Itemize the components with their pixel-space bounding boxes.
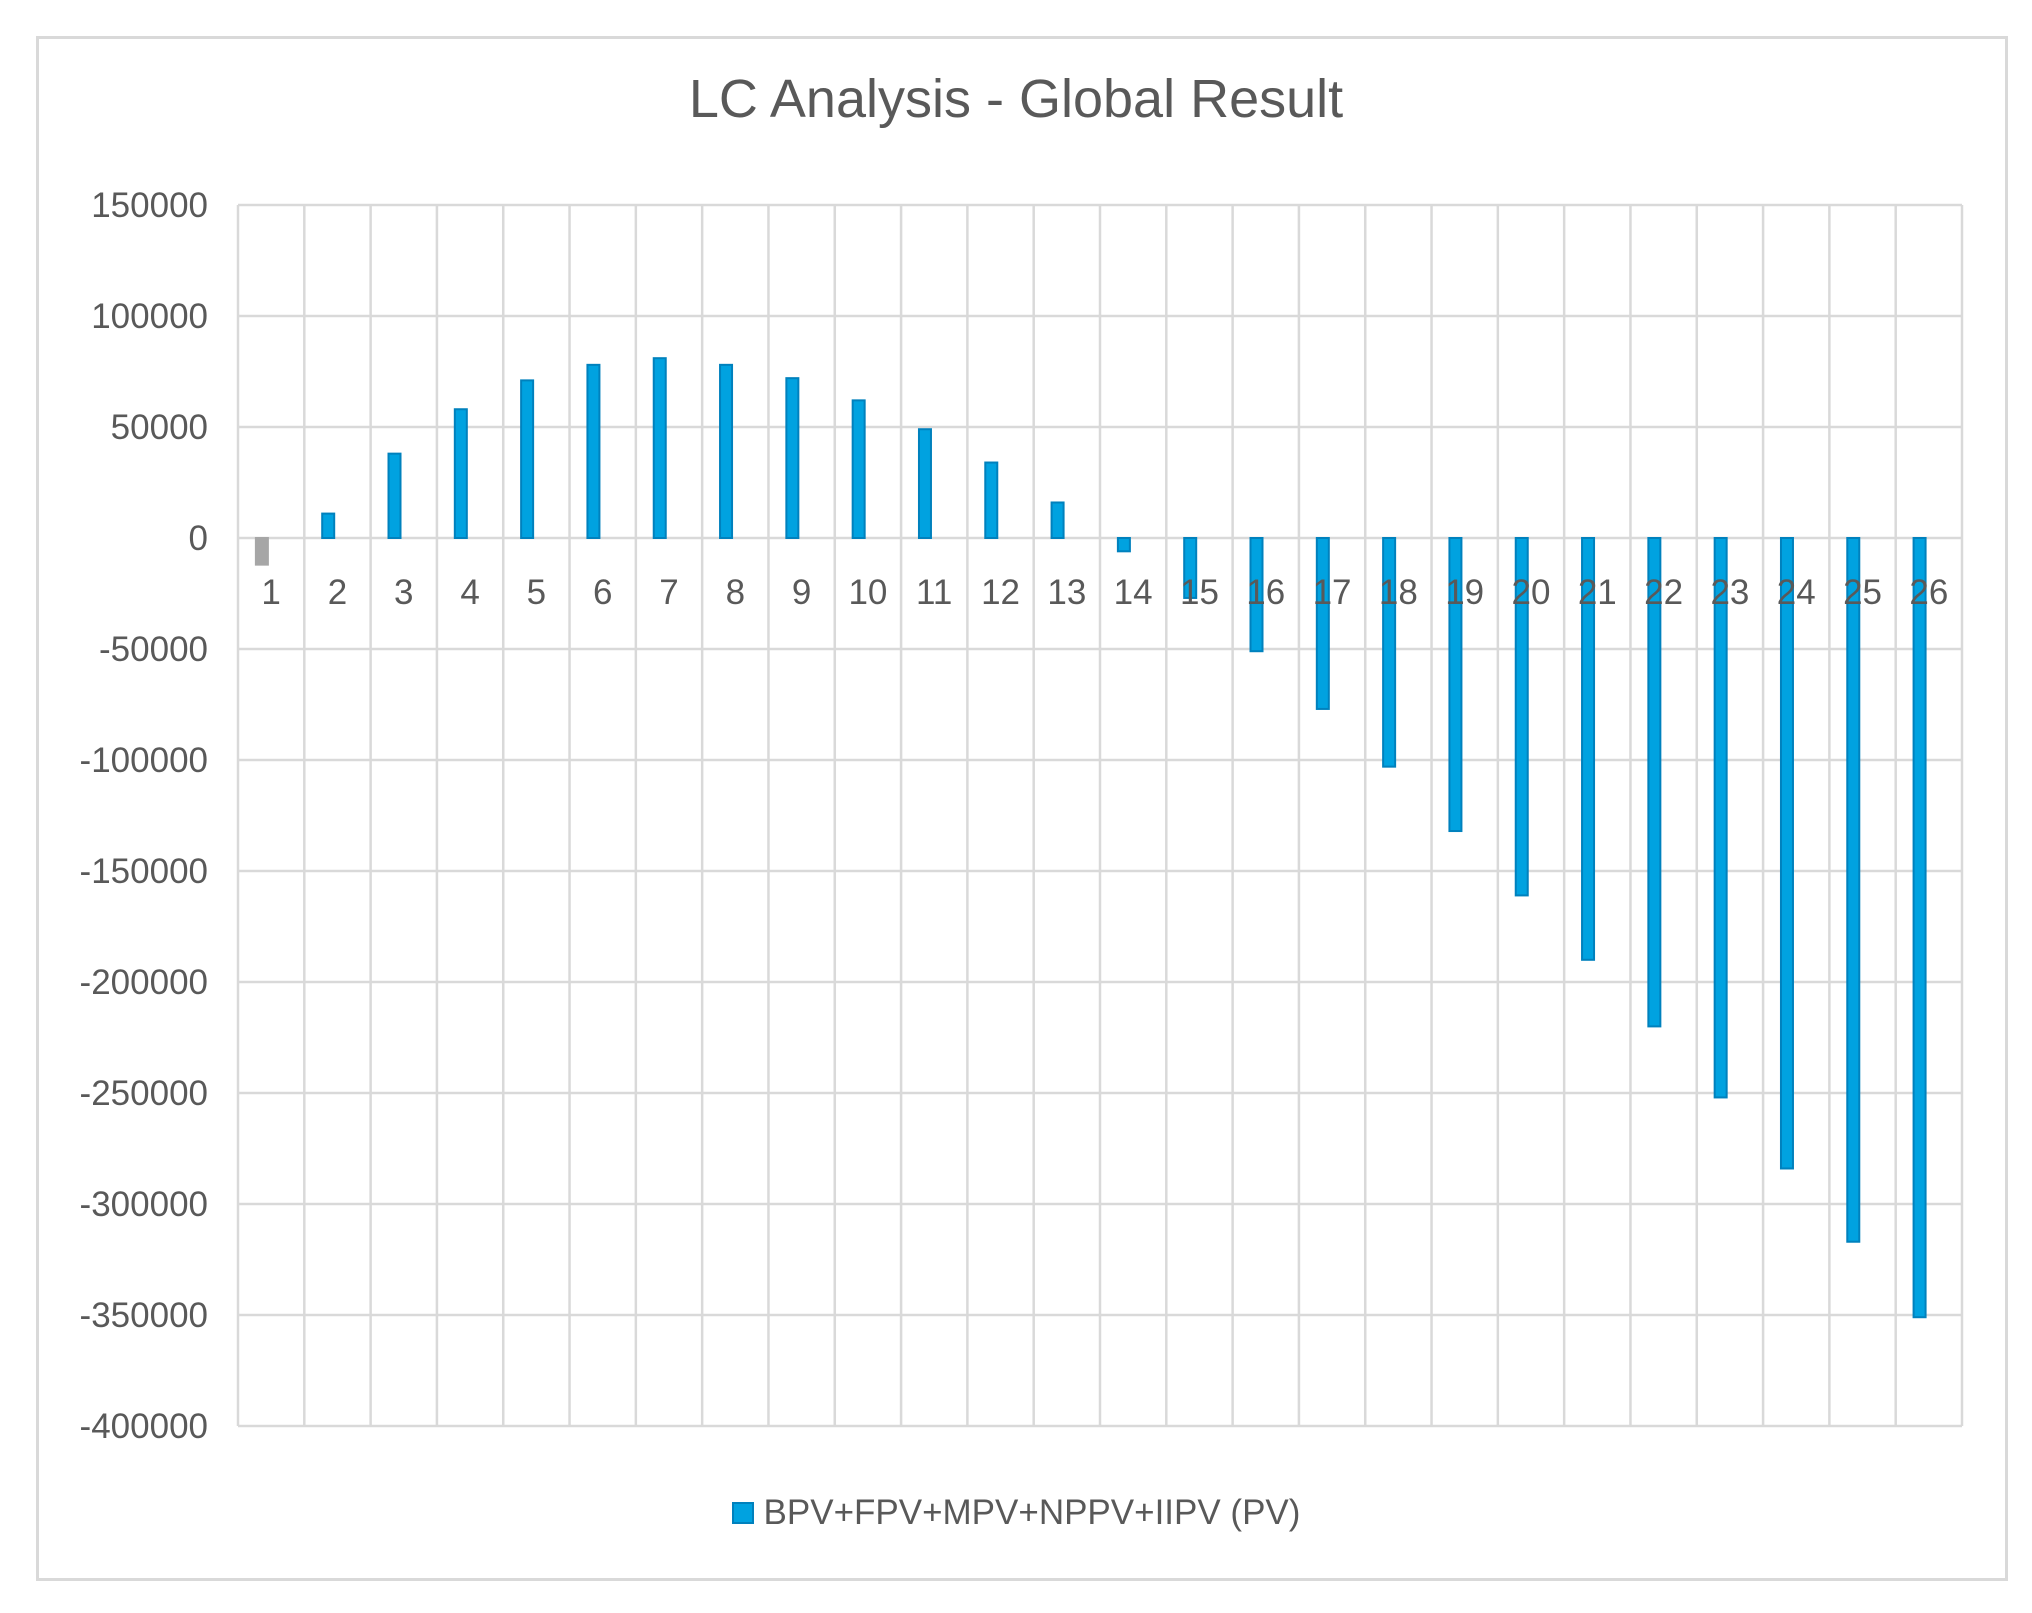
x-tick-label: 12	[981, 573, 1020, 612]
y-tick-label: 100000	[91, 297, 208, 336]
x-tick-label: 15	[1180, 573, 1219, 612]
bar-22	[1647, 537, 1662, 1028]
x-tick-label: 25	[1843, 573, 1882, 612]
bar-4	[453, 408, 468, 539]
x-tick-label: 13	[1047, 573, 1086, 612]
bar-6	[586, 363, 601, 539]
bar-12	[984, 461, 999, 539]
bar-2	[321, 512, 336, 540]
x-tick-label: 7	[659, 573, 678, 612]
bar-19	[1448, 537, 1463, 833]
bar-10	[851, 399, 866, 539]
y-tick-label: 150000	[91, 186, 208, 225]
x-tick-label: 22	[1644, 573, 1683, 612]
x-tick-label: 24	[1777, 573, 1816, 612]
y-tick-label: 50000	[111, 408, 208, 447]
bar-26	[1912, 537, 1927, 1319]
bar-16	[1249, 537, 1264, 653]
bar-24	[1779, 537, 1794, 1170]
y-tick-label: -300000	[80, 1185, 208, 1224]
x-tick-label: 23	[1710, 573, 1749, 612]
chart-frame	[36, 36, 2008, 1581]
bar-7	[652, 357, 667, 539]
x-tick-label: 3	[394, 573, 413, 612]
x-axis-tick-labels: 1 2 3 4 5 6 7 8 9 10 11 12 13 14 15 16 17 18 19 20 21 22 23 24 2…	[261, 573, 1948, 612]
data-bars	[254, 357, 1927, 1319]
legend-label: BPV+FPV+MPV+NPPV+IIPV (PV)	[763, 1493, 1301, 1532]
y-tick-label: -400000	[80, 1407, 208, 1446]
x-tick-label: 17	[1313, 573, 1352, 612]
x-tick-label: 8	[726, 573, 745, 612]
x-tick-label: 20	[1512, 573, 1551, 612]
bar-5	[520, 379, 535, 539]
bar-25	[1846, 537, 1861, 1243]
x-tick-label: 1	[261, 573, 280, 612]
grid-lines	[236, 203, 1964, 1428]
x-tick-label: 18	[1379, 573, 1418, 612]
legend-swatch	[731, 1502, 754, 1524]
y-axis-tick-labels: 150000 100000 50000 0 -50000 -100000 -150000 -2…	[80, 186, 208, 1446]
x-tick-label: 10	[848, 573, 887, 612]
y-tick-label: -250000	[80, 1074, 208, 1113]
bar-11	[917, 428, 932, 539]
x-tick-label: 14	[1114, 573, 1153, 612]
x-tick-label: 4	[460, 573, 479, 612]
bar-23	[1713, 537, 1728, 1099]
bar-21	[1581, 537, 1596, 961]
x-tick-label: 6	[593, 573, 612, 612]
x-tick-label: 21	[1578, 573, 1617, 612]
bar-8	[719, 363, 734, 539]
x-tick-label: 19	[1445, 573, 1484, 612]
x-tick-label: 2	[328, 573, 347, 612]
bar-18	[1382, 537, 1397, 768]
x-tick-label: 9	[792, 573, 811, 612]
y-tick-label: -150000	[80, 852, 208, 891]
y-tick-label: 0	[189, 519, 208, 558]
bar-9	[785, 377, 800, 539]
x-tick-label: 11	[916, 573, 952, 612]
x-tick-label: 26	[1909, 573, 1948, 612]
bar-3	[387, 452, 402, 540]
bar-20	[1514, 537, 1529, 897]
bar-14	[1116, 537, 1131, 553]
y-tick-label: -100000	[80, 741, 208, 780]
y-tick-label: -50000	[99, 630, 208, 669]
bar-13	[1050, 501, 1065, 540]
y-tick-label: -200000	[80, 963, 208, 1002]
x-tick-label: 5	[527, 573, 546, 612]
legend: BPV+FPV+MPV+NPPV+IIPV (PV)	[0, 1493, 2032, 1533]
y-tick-label: -350000	[80, 1296, 208, 1335]
bar-15	[1183, 537, 1198, 599]
x-tick-label: 16	[1246, 573, 1285, 612]
chart-title: LC Analysis - Global Result	[688, 69, 1344, 129]
bar-1	[254, 537, 269, 566]
bar-17	[1315, 537, 1330, 710]
